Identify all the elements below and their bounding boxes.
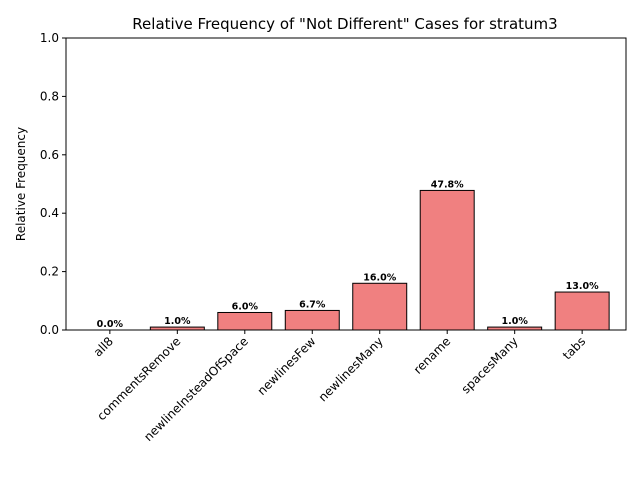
bars-group: 0.0% 1.0% 6.0% 6.7% 16.0% 47.8% 1.0% 13.0% — [97, 179, 610, 331]
bar-newlinesFew — [284, 309, 340, 331]
data-label-all8: 0.0% — [97, 319, 124, 330]
data-label-newlineInsteadOfSpace: 6.0% — [232, 301, 259, 312]
y-axis-label: Relative Frequency — [14, 127, 28, 241]
y-tick-label-0.8: 0.8 — [40, 89, 59, 103]
chart-title: Relative Frequency of "Not Different" Ca… — [132, 15, 557, 33]
y-tick-label-0.4: 0.4 — [40, 206, 59, 220]
data-label-newlinesMany: 16.0% — [363, 272, 396, 283]
data-label-commentsRemove: 1.0% — [164, 316, 191, 327]
plot-frame — [65, 37, 627, 331]
bar-newlinesMany — [352, 282, 408, 331]
data-label-rename: 47.8% — [431, 179, 464, 190]
bar-newlineInsteadOfSpace — [217, 311, 273, 331]
x-tick-label-tabs: tabs — [560, 334, 588, 362]
x-tick-label-rename: rename — [411, 334, 453, 376]
y-ticks-group: 0.0 0.2 0.4 0.6 0.8 1.0 — [40, 31, 66, 337]
data-label-newlinesFew: 6.7% — [299, 299, 326, 310]
bar-rename — [419, 189, 475, 331]
x-tick-label-all8: all8 — [91, 334, 116, 359]
x-tick-label-newlinesMany: newlinesMany — [316, 334, 386, 404]
y-tick-label-0.2: 0.2 — [40, 265, 59, 279]
y-tick-label-1.0: 1.0 — [40, 31, 59, 45]
x-tick-label-spacesMany: spacesMany — [459, 334, 521, 396]
data-label-spacesMany: 1.0% — [501, 316, 528, 327]
data-label-tabs: 13.0% — [566, 281, 599, 292]
y-tick-label-0.6: 0.6 — [40, 148, 59, 162]
bar-tabs — [554, 291, 610, 331]
y-tick-label-0.0: 0.0 — [40, 323, 59, 337]
x-tick-label-newlinesFew: newlinesFew — [255, 334, 319, 398]
